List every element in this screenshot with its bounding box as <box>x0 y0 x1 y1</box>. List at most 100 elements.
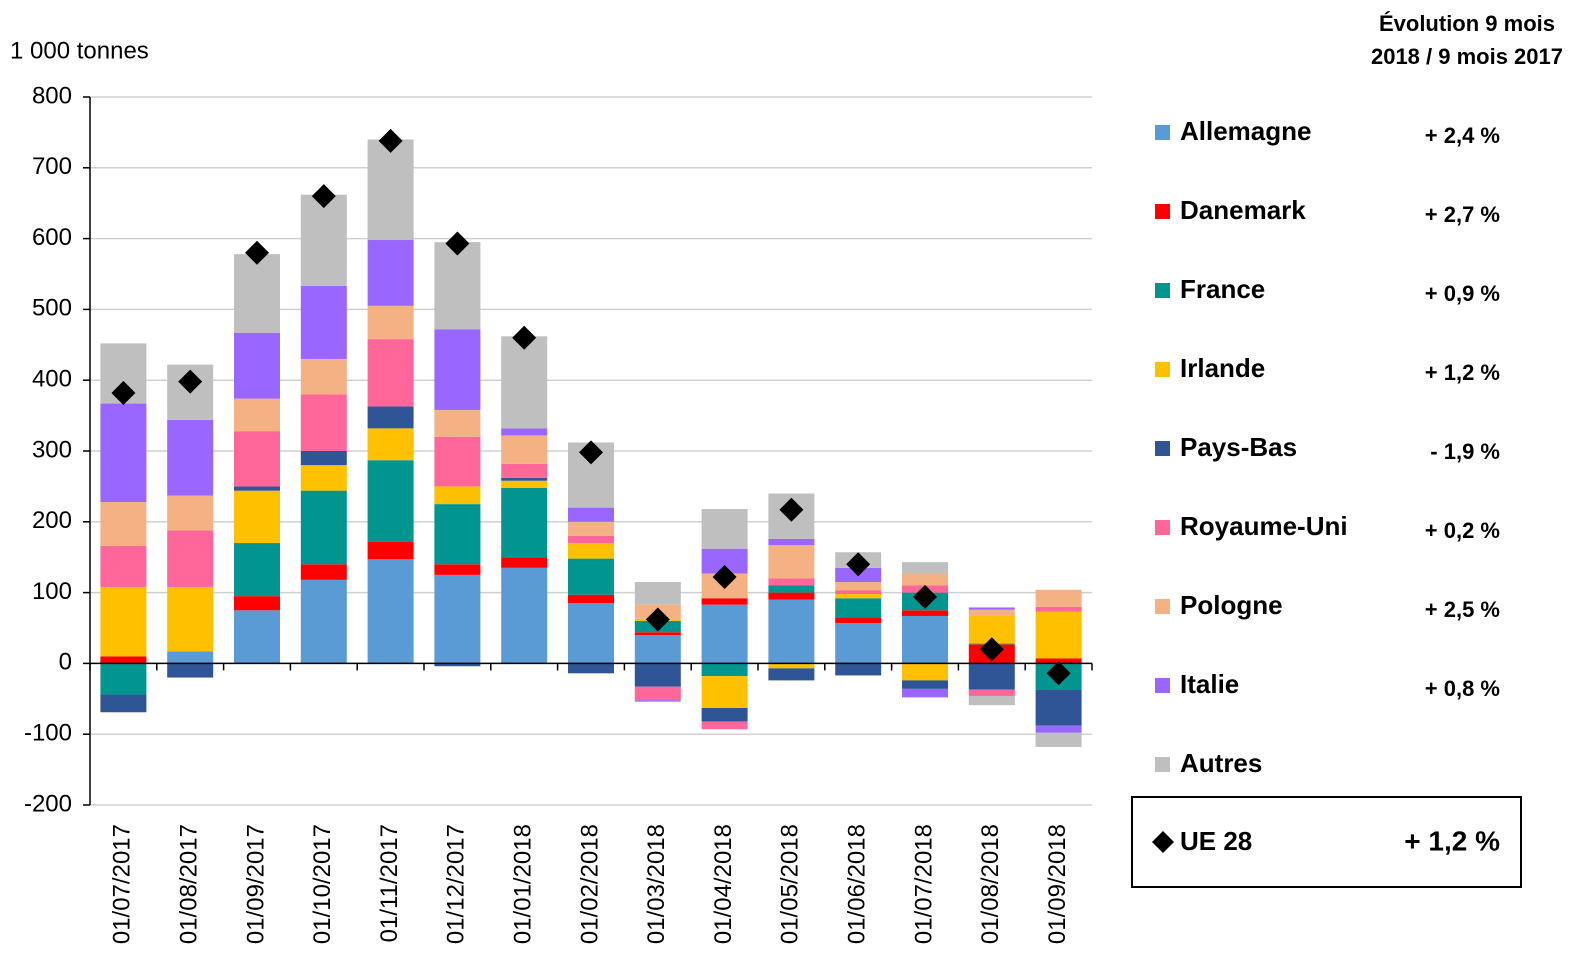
legend-label: Danemark <box>1180 195 1306 225</box>
x-tick-label: 01/11/2017 <box>376 824 403 942</box>
bar-segment <box>835 663 882 676</box>
bar-segment <box>968 689 1015 696</box>
bar-segment <box>234 490 280 544</box>
bar-segment <box>100 501 147 546</box>
x-tick-label: 01/08/2018 <box>977 824 1004 944</box>
bar-segment <box>300 564 347 580</box>
bar-segment <box>167 419 214 496</box>
bar-segment <box>367 559 414 664</box>
bar-segment <box>501 435 548 464</box>
legend-label: Irlande <box>1180 353 1265 383</box>
x-tick-label: 01/08/2017 <box>176 824 203 944</box>
legend-title: 2018 / 9 mois 2017 <box>1371 44 1563 69</box>
total-marker <box>512 325 537 350</box>
y-tick-label: 400 <box>32 366 72 393</box>
bar-segment <box>768 663 815 669</box>
bar-segment <box>100 656 147 664</box>
bar-segment <box>701 663 748 677</box>
total-marker <box>445 231 470 256</box>
bar-segment <box>300 194 347 287</box>
legend-label: UE 28 <box>1180 826 1252 856</box>
bar-segment <box>434 574 481 664</box>
bar-segment <box>902 688 948 698</box>
x-tick-label: 01/07/2017 <box>109 824 136 944</box>
bar-segment <box>1035 725 1082 733</box>
bar-segment <box>568 535 614 544</box>
bar-segment <box>234 610 280 664</box>
total-marker <box>178 369 203 394</box>
bar-segment <box>701 708 748 722</box>
legend-label: Italie <box>1180 669 1239 699</box>
total-box <box>1131 796 1522 888</box>
bar-segment <box>1035 611 1082 659</box>
bar-segment <box>234 596 280 611</box>
total-marker <box>846 552 871 577</box>
bar-segment <box>300 394 347 451</box>
legend-swatch <box>1155 362 1170 377</box>
y-tick-label: 600 <box>32 224 72 251</box>
bar-segment <box>501 336 548 429</box>
bar-segment <box>968 695 1015 706</box>
bar-segment <box>167 586 214 652</box>
bar-segment <box>434 663 481 667</box>
bar-segment <box>100 403 147 502</box>
bar-segment <box>568 507 614 522</box>
legend-label: Royaume-Uni <box>1180 511 1348 541</box>
y-tick-label: -100 <box>24 720 72 747</box>
x-tick-label: 01/05/2018 <box>777 824 804 944</box>
y-tick-label: 800 <box>32 82 72 109</box>
bar-segment <box>568 558 614 595</box>
x-tick-label: 01/12/2017 <box>443 824 470 944</box>
bar-segment <box>902 610 948 616</box>
bar-segment <box>367 240 414 306</box>
x-tick-label: 01/03/2018 <box>643 824 670 944</box>
bar-segment <box>300 286 347 359</box>
bar-segment <box>234 431 280 487</box>
bar-segment <box>768 545 815 579</box>
bar-segment <box>768 592 815 600</box>
bar-segment <box>434 409 481 437</box>
bar-segment <box>167 663 214 678</box>
bar-segment <box>835 617 882 624</box>
total-marker <box>913 584 937 609</box>
bar-segment <box>100 663 147 695</box>
bar-segment <box>701 721 748 730</box>
bar-segment <box>501 487 548 558</box>
legend-swatch <box>1155 678 1170 693</box>
total-marker <box>579 440 603 465</box>
legend-evolution: + 1,2 % <box>1425 360 1500 385</box>
legend-evolution: - 1,9 % <box>1430 439 1500 464</box>
x-tick-label: 01/09/2018 <box>1044 824 1071 944</box>
bar-segment <box>634 635 681 664</box>
x-tick-label: 01/10/2017 <box>309 824 336 944</box>
bar-segment <box>835 590 882 595</box>
bar-segment <box>234 254 280 333</box>
bar-segment <box>568 663 614 674</box>
bar-segment <box>234 332 280 399</box>
bar-segment <box>234 543 280 597</box>
y-axis-label: 1 000 tonnes <box>10 37 149 64</box>
bar-segment <box>367 541 414 560</box>
x-tick-label: 01/02/2018 <box>576 824 603 944</box>
legend-evolution: + 2,7 % <box>1425 202 1500 227</box>
bar-segment <box>367 305 414 340</box>
total-marker <box>645 607 670 632</box>
bar-segment <box>367 139 414 241</box>
legend-swatch <box>1155 520 1170 535</box>
bar-segment <box>768 668 815 681</box>
bar-segment <box>1035 589 1082 607</box>
bar-segment <box>501 477 548 481</box>
bar-segment <box>968 609 1015 616</box>
legend-swatch <box>1155 204 1170 219</box>
bar-segment <box>568 594 614 604</box>
y-tick-label: 0 <box>59 649 72 676</box>
total-marker <box>712 565 737 590</box>
bar-segment <box>100 545 147 587</box>
x-tick-label: 01/07/2018 <box>910 824 937 944</box>
bar-segment <box>1035 689 1082 726</box>
total-marker <box>779 497 804 522</box>
legend-swatch <box>1155 757 1170 772</box>
bar-segment <box>634 686 681 701</box>
bar-segment <box>167 651 214 664</box>
